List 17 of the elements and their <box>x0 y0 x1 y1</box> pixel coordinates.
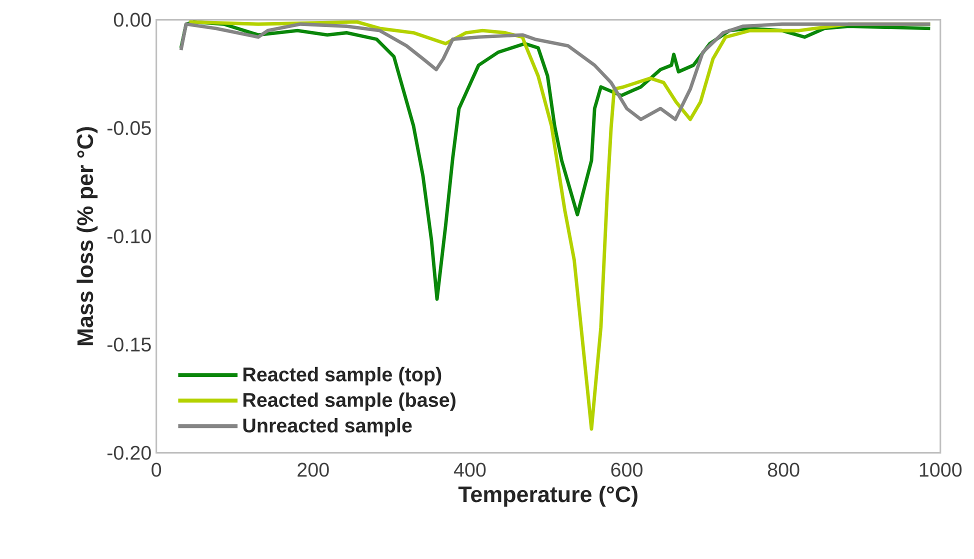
legend-label: Unreacted sample <box>243 418 412 437</box>
x-tick-label: 600 <box>611 462 642 477</box>
legend-label: Reacted sample (top) <box>243 367 442 386</box>
line-series <box>179 22 932 122</box>
y-axis-title: Mass loss (% per °C) <box>76 127 98 346</box>
y-tick-label: -0.15 <box>107 338 151 352</box>
y-tick-label: -0.20 <box>107 446 151 460</box>
x-tick-label: 800 <box>768 462 800 477</box>
y-tick-label: -0.05 <box>107 121 151 136</box>
x-tick-label: 400 <box>454 462 486 477</box>
x-axis-title: Temperature (°C) <box>458 486 638 507</box>
y-tick-label: 0.00 <box>114 12 151 27</box>
x-tick-label: 0 <box>152 462 162 477</box>
x-tick-label: 200 <box>298 462 329 477</box>
y-tick-label: -0.10 <box>107 229 151 244</box>
legend-label: Reacted sample (base) <box>243 392 456 412</box>
x-tick-label: 1000 <box>920 462 962 477</box>
